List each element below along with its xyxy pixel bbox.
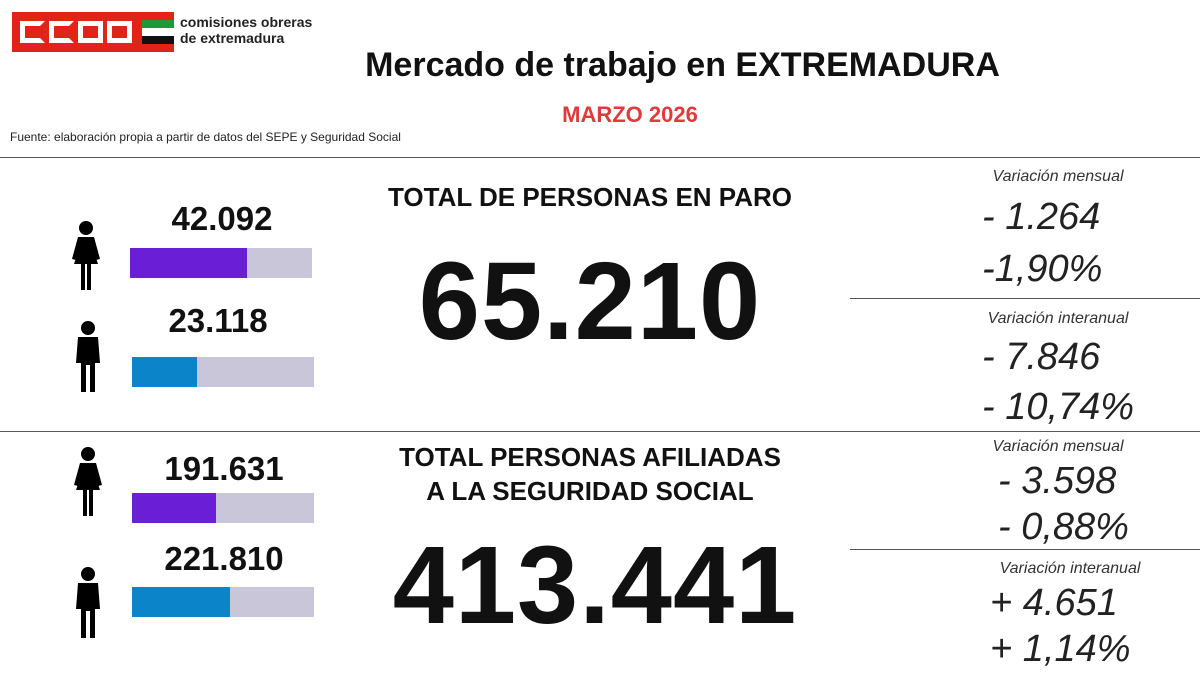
org-line2: de extremadura [180,30,285,46]
afiliados-interanual-abs: + 4.651 [990,582,1118,624]
page-subtitle: MARZO 2026 [562,102,698,127]
afiliados-women-value: 191.631 [164,450,284,487]
woman-icon [74,447,102,516]
afiliados-mensual-pct: - 0,88% [998,506,1129,548]
afiliados-heading-line1: TOTAL PERSONAS AFILIADAS [399,442,781,472]
paro-women-value: 42.092 [171,200,273,237]
paro-women-bar [130,248,312,278]
afiliados-men-bar [132,587,314,617]
afiliados-interanual-label: Variación interanual [999,560,1141,577]
paro-total: 65.210 [418,240,762,363]
org-line1: comisiones obreras [180,14,313,30]
divider [0,431,1200,432]
paro-interanual-label: Variación interanual [987,310,1129,327]
afiliados-mensual-label: Variación mensual [992,438,1124,455]
afiliados-interanual-pct: + 1,14% [990,628,1131,670]
page-title: Mercado de trabajo en EXTREMADURA [365,46,1000,84]
paro-interanual-pct: - 10,74% [982,386,1135,428]
logo-org-name: comisiones obreras de extremadura [180,14,312,46]
afiliados-heading-line2: A LA SEGURIDAD SOCIAL [426,476,754,506]
paro-men-value: 23.118 [168,302,268,339]
ccoo-logo [12,12,174,52]
man-icon [76,321,100,392]
divider [0,157,1200,158]
paro-heading: TOTAL DE PERSONAS EN PARO [387,182,792,212]
woman-icon [72,221,100,290]
afiliados-men-bar-fill [132,587,230,617]
afiliados-men-value: 221.810 [164,540,284,577]
extremadura-flag-icon [142,20,174,44]
afiliados-heading: TOTAL PERSONAS AFILIADAS A LA SEGURIDAD … [350,440,830,508]
paro-men-bar [132,357,314,387]
man-icon [76,567,100,638]
paro-men-bar-fill [132,357,197,387]
divider [850,549,1200,550]
afiliados-women-bar-fill [132,493,217,523]
divider [850,298,1200,299]
afiliados-mensual-abs: - 3.598 [998,460,1117,502]
afiliados-total: 413.441 [392,524,798,647]
source-note: Fuente: elaboración propia a partir de d… [10,130,401,144]
paro-mensual-label: Variación mensual [992,168,1124,185]
paro-women-bar-fill [130,248,248,278]
paro-mensual-pct: -1,90% [982,248,1103,290]
afiliados-women-bar [132,493,314,523]
paro-interanual-abs: - 7.846 [982,336,1101,378]
paro-mensual-abs: - 1.264 [982,196,1101,238]
